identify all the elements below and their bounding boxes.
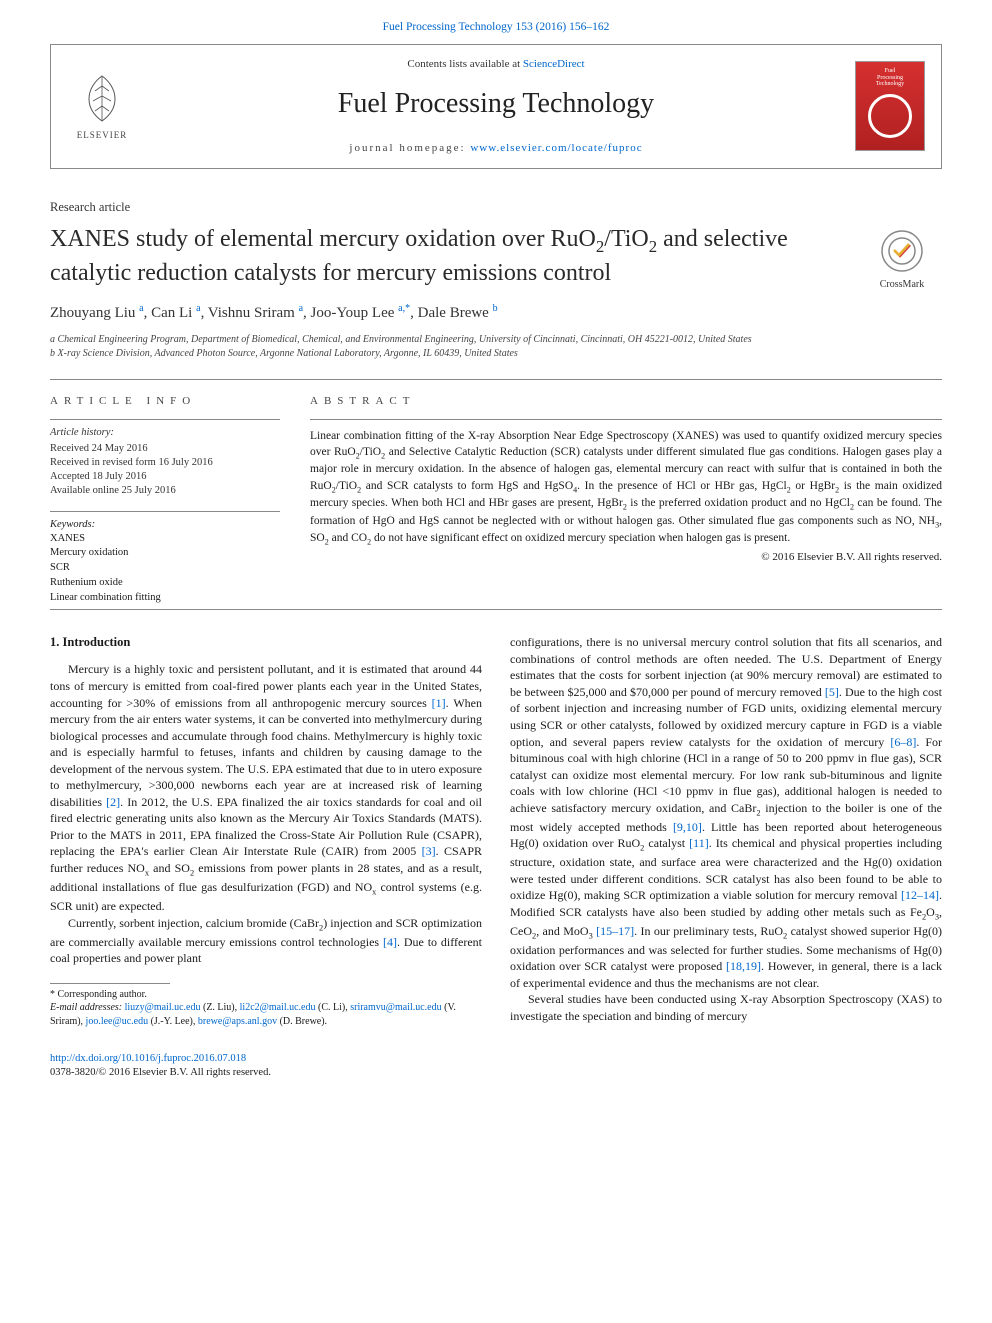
authors-line: Zhouyang Liu a, Can Li a, Vishnu Sriram … (50, 302, 842, 323)
issn-copyright: 0378-3820/© 2016 Elsevier B.V. All right… (50, 1067, 271, 1078)
elsevier-logo: ELSEVIER (67, 66, 137, 146)
keyword: Ruthenium oxide (50, 576, 280, 591)
affiliations: a Chemical Engineering Program, Departme… (50, 333, 842, 361)
history-online: Available online 25 July 2016 (50, 484, 280, 498)
body-p3: configurations, there is no universal me… (510, 634, 942, 991)
divider-bottom (50, 609, 942, 610)
abstract-copyright: © 2016 Elsevier B.V. All rights reserved… (310, 550, 942, 565)
abstract-block: ABSTRACT Linear combination fitting of t… (310, 394, 942, 605)
keyword: Linear combination fitting (50, 591, 280, 606)
article-header: XANES study of elemental mercury oxidati… (50, 224, 942, 361)
keywords-list: XANES Mercury oxidation SCR Ruthenium ox… (50, 532, 280, 605)
footnotes: * Corresponding author. E-mail addresses… (50, 988, 482, 1029)
body-p2: Currently, sorbent injection, calcium br… (50, 915, 482, 967)
abstract-text: Linear combination fitting of the X-ray … (310, 419, 942, 548)
affiliation-a: a Chemical Engineering Program, Departme… (50, 333, 842, 347)
cover-oval-graphic (868, 94, 912, 138)
cover-label: Fuel Processing Technology (876, 68, 904, 88)
keywords-head: Keywords: (50, 511, 280, 532)
history-revised: Received in revised form 16 July 2016 (50, 456, 280, 470)
article-type: Research article (50, 199, 942, 216)
sciencedirect-link[interactable]: ScienceDirect (523, 58, 585, 70)
crossmark-icon (881, 230, 923, 272)
elsevier-label: ELSEVIER (77, 129, 128, 141)
journal-homepage-line: journal homepage: www.elsevier.com/locat… (137, 141, 855, 156)
affiliation-b: b X-ray Science Division, Advanced Photo… (50, 347, 842, 361)
article-title: XANES study of elemental mercury oxidati… (50, 224, 842, 288)
contents-available-line: Contents lists available at ScienceDirec… (137, 57, 855, 72)
article-info-block: ARTICLE INFO Article history: Received 2… (50, 394, 280, 605)
elsevier-tree-icon (77, 71, 127, 126)
info-abstract-row: ARTICLE INFO Article history: Received 2… (50, 394, 942, 605)
abstract-heading: ABSTRACT (310, 394, 942, 409)
section-1-heading: 1. Introduction (50, 634, 482, 651)
citation-bar: Fuel Processing Technology 153 (2016) 15… (0, 0, 992, 44)
header-center: Contents lists available at ScienceDirec… (137, 57, 855, 156)
body-p1: Mercury is a highly toxic and persistent… (50, 661, 482, 914)
history-received: Received 24 May 2016 (50, 442, 280, 456)
corresponding-note: * Corresponding author. (50, 988, 482, 1002)
body-columns: 1. Introduction Mercury is a highly toxi… (50, 634, 942, 1028)
article-info-heading: ARTICLE INFO (50, 394, 280, 409)
footnote-rule (50, 983, 170, 984)
journal-cover-thumbnail: Fuel Processing Technology (855, 61, 925, 151)
history-accepted: Accepted 18 July 2016 (50, 470, 280, 484)
doi-link[interactable]: http://dx.doi.org/10.1016/j.fuproc.2016.… (50, 1053, 246, 1064)
citation-link[interactable]: Fuel Processing Technology 153 (2016) 15… (383, 21, 610, 33)
body-p4: Several studies have been conducted usin… (510, 991, 942, 1024)
footer: http://dx.doi.org/10.1016/j.fuproc.2016.… (50, 1052, 942, 1080)
journal-header: ELSEVIER Contents lists available at Sci… (50, 44, 942, 169)
journal-name: Fuel Processing Technology (137, 85, 855, 123)
article-history-body: Received 24 May 2016 Received in revised… (50, 442, 280, 499)
keyword: SCR (50, 561, 280, 576)
divider-top (50, 379, 942, 380)
journal-homepage-link[interactable]: www.elsevier.com/locate/fuproc (470, 142, 642, 154)
keyword: Mercury oxidation (50, 546, 280, 561)
article-history-head: Article history: (50, 419, 280, 440)
crossmark-badge[interactable]: CrossMark (862, 230, 942, 292)
crossmark-label: CrossMark (862, 278, 942, 292)
email-addresses: E-mail addresses: liuzy@mail.uc.edu (Z. … (50, 1001, 482, 1028)
keyword: XANES (50, 532, 280, 547)
